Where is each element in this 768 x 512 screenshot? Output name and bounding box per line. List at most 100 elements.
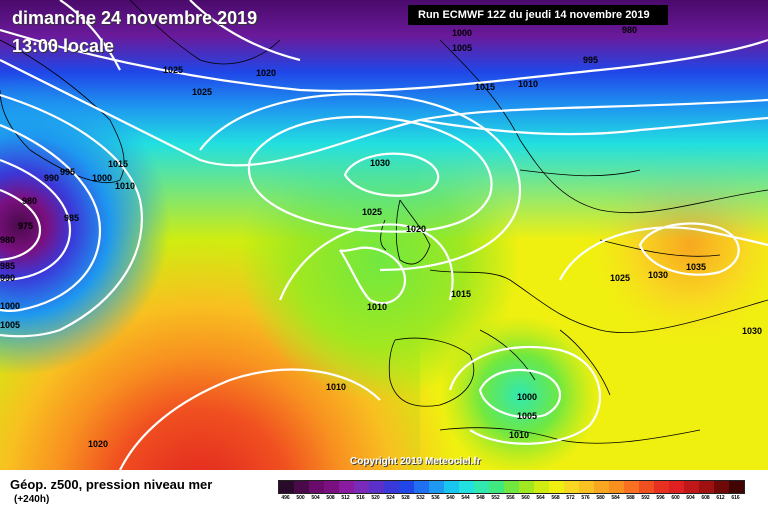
isobar-label: 995: [583, 55, 598, 65]
isobar-label: 1010: [518, 79, 538, 89]
isobar-label: 995: [60, 167, 75, 177]
scale-swatch: [309, 481, 324, 493]
parameter-title: Géop. z500, pression niveau mer: [10, 477, 213, 492]
scale-label: 616: [731, 495, 740, 501]
scale-swatch: [459, 481, 474, 493]
isobar-label: 1010: [367, 302, 387, 312]
scale-label: 560: [521, 495, 530, 501]
scale-label: 544: [461, 495, 470, 501]
color-scale: [278, 480, 745, 494]
scale-swatch: [474, 481, 489, 493]
scale-swatch: [699, 481, 714, 493]
scale-swatch: [504, 481, 519, 493]
isobar-label: 980: [622, 25, 637, 35]
scale-swatch: [294, 481, 309, 493]
scale-swatch: [714, 481, 729, 493]
local-time: 13:00 locale: [12, 36, 115, 56]
isobar-label: 990: [44, 173, 59, 183]
map-footer: Géop. z500, pression niveau mer (+240h) …: [0, 470, 768, 512]
isobar-label: 1000: [452, 28, 472, 38]
isobar-label: 1005: [0, 320, 20, 330]
scale-swatch: [534, 481, 549, 493]
model-run-label: Run ECMWF 12Z du jeudi 14 novembre 2019: [408, 5, 668, 25]
scale-label: 612: [716, 495, 725, 501]
forecast-date: dimanche 24 novembre 2019: [12, 8, 258, 28]
isobar-label: 1000: [0, 301, 20, 311]
scale-swatch: [564, 481, 579, 493]
isobar-label: 1015: [451, 289, 471, 299]
copyright-notice: Copyright 2019 Meteociel.fr: [350, 456, 481, 467]
scale-label: 608: [701, 495, 710, 501]
scale-swatch: [279, 481, 294, 493]
isobar-label: 975: [18, 221, 33, 231]
isobar-label: 1020: [256, 68, 276, 78]
isobar-label: 1020: [88, 439, 108, 449]
scale-swatch: [489, 481, 504, 493]
scale-label: 504: [311, 495, 320, 501]
scale-swatch: [369, 481, 384, 493]
scale-label: 584: [611, 495, 620, 501]
isobar-label: 990: [0, 273, 15, 283]
scale-label: 496: [281, 495, 290, 501]
isobar-label: 985: [0, 261, 15, 271]
scale-label: 576: [581, 495, 590, 501]
scale-label: 512: [341, 495, 350, 501]
scale-label: 536: [431, 495, 440, 501]
isobar-label: 1025: [163, 65, 183, 75]
scale-swatch: [729, 481, 744, 493]
scale-label: 580: [596, 495, 605, 501]
scale-label: 588: [626, 495, 635, 501]
isobar-label: 1025: [192, 87, 212, 97]
scale-swatch: [414, 481, 429, 493]
scale-swatch: [684, 481, 699, 493]
scale-label: 540: [446, 495, 455, 501]
scale-swatch: [339, 481, 354, 493]
scale-swatch: [429, 481, 444, 493]
scale-label: 516: [356, 495, 365, 501]
isobar-label: 1010: [115, 181, 135, 191]
isobar-label: 1010: [509, 430, 529, 440]
isobar-label: 1030: [648, 270, 668, 280]
scale-label: 600: [671, 495, 680, 501]
color-scale-labels: 496 500 504 508 512 516 520 524 528 532 536 540 544 5…: [278, 495, 743, 501]
scale-label: 568: [551, 495, 560, 501]
scale-swatch: [444, 481, 459, 493]
isobar-label: 1015: [108, 159, 128, 169]
scale-swatch: [579, 481, 594, 493]
weather-map: 1000 1005 980 995 1015 1010 1025 1020 10…: [0, 0, 768, 470]
scale-label: 508: [326, 495, 335, 501]
scale-swatch: [609, 481, 624, 493]
isobar-label: 1030: [742, 326, 762, 336]
scale-swatch: [654, 481, 669, 493]
scale-label: 564: [536, 495, 545, 501]
scale-label: 592: [641, 495, 650, 501]
isobar-label: 985: [64, 213, 79, 223]
scale-label: 532: [416, 495, 425, 501]
scale-label: 528: [401, 495, 410, 501]
isobar-label: 980: [22, 196, 37, 206]
isobar-label: 1025: [610, 273, 630, 283]
scale-label: 548: [476, 495, 485, 501]
isobar-label: 980: [0, 235, 15, 245]
scale-label: 500: [296, 495, 305, 501]
scale-label: 524: [386, 495, 395, 501]
scale-swatch: [594, 481, 609, 493]
scale-swatch: [624, 481, 639, 493]
scale-swatch: [324, 481, 339, 493]
scale-label: 604: [686, 495, 695, 501]
isobar-label: 1000: [517, 392, 537, 402]
isobar-label: 1005: [517, 411, 537, 421]
scale-label: 552: [491, 495, 500, 501]
scale-label: 520: [371, 495, 380, 501]
scale-swatch: [549, 481, 564, 493]
scale-label: 596: [656, 495, 665, 501]
scale-label: 572: [566, 495, 575, 501]
isobar-label: 1035: [686, 262, 706, 272]
isobar-label: 1030: [370, 158, 390, 168]
lead-time: (+240h): [14, 494, 50, 505]
isobar-label: 1025: [362, 207, 382, 217]
scale-swatch: [519, 481, 534, 493]
isobar-label: 1020: [406, 224, 426, 234]
isobar-label: 1005: [452, 43, 472, 53]
scale-swatch: [639, 481, 654, 493]
